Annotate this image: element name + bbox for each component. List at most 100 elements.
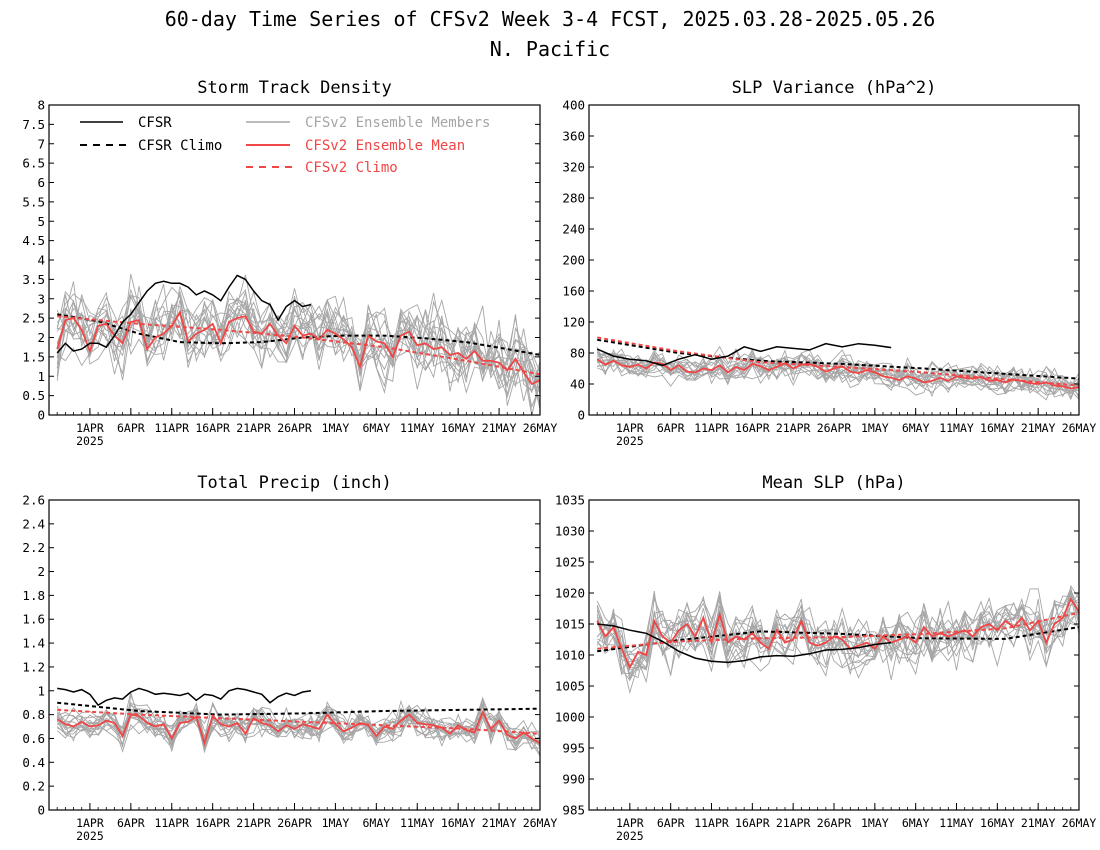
- storm-track-density-y-tick-label: 2.5: [22, 311, 45, 326]
- storm-track-density-x-tick-label: 11MAY: [400, 421, 435, 435]
- mean-slp-ensemble-member-line: [596, 584, 1079, 671]
- storm-track-density-plot-area: [56, 273, 540, 415]
- storm-track-density-y-tick-label: 1.5: [22, 349, 45, 364]
- total-precip-y-tick-label: 0.6: [22, 731, 45, 746]
- storm-track-density-cfsr-climo-line: [57, 313, 540, 356]
- storm-track-density-cfsr-line: [56, 274, 312, 354]
- total-precip-x-tick-label: 26MAY: [523, 816, 558, 830]
- mean-slp-cfsr-line: [597, 623, 892, 664]
- storm-track-density-ensemble-member-line: [56, 296, 540, 415]
- storm-track-density-y-tick-label: 5: [37, 214, 45, 229]
- slp-variance-x-tick-label: 21MAY: [1021, 421, 1056, 435]
- storm-track-density-y-tick-label: 6.5: [22, 156, 45, 171]
- storm-track-density-y-tick-label: 4: [37, 253, 45, 268]
- mean-slp-y-tick-label: 1030: [555, 524, 585, 539]
- total-precip-x-tick-label: 16APR: [195, 816, 230, 830]
- mean-slp-x-tick-label: 1APR: [616, 816, 644, 830]
- total-precip-x-tick-label: 21MAY: [482, 816, 517, 830]
- mean-slp-x-tick-label: 11MAY: [939, 816, 974, 830]
- storm-track-density-x-tick-label: 11APR: [154, 421, 189, 435]
- storm-track-density-x-tick-label: 16MAY: [441, 421, 476, 435]
- total-precip-x-tick-label: 11MAY: [400, 816, 435, 830]
- mean-slp-x-tick-label: 16MAY: [980, 816, 1015, 830]
- mean-slp-x-year-label: 2025: [616, 829, 644, 843]
- total-precip-x-tick-label: 1APR: [76, 816, 104, 830]
- slp-variance-y-tick-label: 240: [562, 222, 585, 237]
- slp-variance-ensemble-member-line: [597, 353, 1079, 390]
- slp-variance-x-year-label: 2025: [616, 434, 644, 448]
- total-precip-x-tick-label: 16MAY: [441, 816, 476, 830]
- total-precip-panel: Total Precip (inch) 0 0.2 0.4 0.6 0.8 1 1.2 1.4 1…: [22, 473, 557, 843]
- mean-slp-ensemble-member-line: [596, 598, 1079, 684]
- storm-track-density-ensemble-member-line: [57, 286, 540, 395]
- slp-variance-x-tick-label: 6MAY: [902, 421, 930, 435]
- mean-slp-panel: Mean SLP (hPa) 985 990 995 1000 1005 1010 1015 1…: [555, 473, 1096, 843]
- slp-variance-x-tick-label: 1APR: [616, 421, 644, 435]
- total-precip-cfsr-line: [57, 687, 312, 707]
- mean-slp-x-tick-label: 16APR: [735, 816, 770, 830]
- slp-variance-panel: SLP Variance (hPa^2) 0 40 80 120 160 200 240 280…: [562, 78, 1096, 448]
- mean-slp-y-tick-label: 1000: [555, 710, 585, 725]
- storm-track-density-y-tick-label: 6: [37, 175, 45, 190]
- storm-track-density-y-tick-label: 7.5: [22, 117, 45, 132]
- figure-region: N. Pacific: [490, 37, 610, 61]
- storm-track-density-cfsv2-climo-line: [57, 315, 540, 376]
- mean-slp-ensemble-member-line: [596, 598, 1079, 680]
- mean-slp-y-tick-label: 1020: [555, 586, 585, 601]
- storm-track-density-y-tick-label: 1: [37, 369, 45, 384]
- mean-slp-plot-area: [596, 584, 1079, 695]
- total-precip-title: Total Precip (inch): [197, 473, 391, 493]
- total-precip-y-tick-label: 0: [37, 803, 45, 818]
- mean-slp-x-tick-label: 1MAY: [861, 816, 889, 830]
- total-precip-y-tick-label: 1.4: [22, 636, 45, 651]
- storm-track-density-y-tick-label: 3: [37, 291, 45, 306]
- mean-slp-y-tick-label: 1005: [555, 679, 585, 694]
- total-precip-x-year-label: 2025: [76, 829, 104, 843]
- storm-track-density-ensemble-member-line: [56, 294, 540, 405]
- slp-variance-x-tick-label: 16APR: [735, 421, 770, 435]
- mean-slp-x-tick-label: 26APR: [817, 816, 852, 830]
- storm-track-density-x-tick-label: 21APR: [236, 421, 271, 435]
- total-precip-x-tick-label: 6MAY: [362, 816, 390, 830]
- slp-variance-cfsr-line: [596, 342, 892, 367]
- total-precip-y-tick-label: 2.4: [22, 516, 45, 531]
- mean-slp-x-tick-label: 6APR: [657, 816, 685, 830]
- legend-members-label: CFSv2 Ensemble Members: [305, 115, 490, 131]
- storm-track-density-y-tick-label: 3.5: [22, 272, 45, 287]
- slp-variance-y-tick-label: 0: [577, 408, 585, 423]
- total-precip-ens-mean-line: [56, 709, 540, 747]
- total-precip-x-tick-label: 21APR: [236, 816, 271, 830]
- legend: CFSR CFSR Climo CFSv2 Ensemble Members C…: [80, 115, 490, 176]
- mean-slp-y-tick-label: 990: [562, 772, 585, 787]
- slp-variance-ensemble-member-line: [597, 353, 1079, 399]
- storm-track-density-y-tick-label: 5.5: [22, 194, 45, 209]
- total-precip-y-tick-label: 0.2: [22, 779, 45, 794]
- total-precip-x-tick-label: 11APR: [154, 816, 189, 830]
- slp-variance-x-tick-label: 11APR: [694, 421, 729, 435]
- total-precip-cfsv2-climo-line: [57, 708, 540, 735]
- storm-track-density-panel: Storm Track Density 0 0.5 1 1.5 2 2.5 3 3.5 4 4.5 5…: [22, 78, 557, 448]
- storm-track-density-x-year-label: 2025: [76, 434, 104, 448]
- slp-variance-x-tick-label: 6APR: [657, 421, 685, 435]
- slp-variance-x-tick-label: 26MAY: [1062, 421, 1097, 435]
- storm-track-density-y-tick-label: 8: [37, 98, 45, 113]
- slp-variance-x-tick-label: 11MAY: [939, 421, 974, 435]
- mean-slp-ensemble-member-line: [596, 599, 1079, 677]
- total-precip-y-tick-label: 1.8: [22, 588, 45, 603]
- storm-track-density-y-tick-label: 7: [37, 136, 45, 151]
- slp-variance-y-tick-label: 400: [562, 98, 585, 113]
- mean-slp-ens-mean-line: [596, 597, 1079, 670]
- total-precip-y-tick-label: 0.8: [22, 707, 45, 722]
- slp-variance-y-tick-label: 40: [570, 377, 585, 392]
- total-precip-frame: [48, 499, 541, 811]
- total-precip-y-tick-label: 1.6: [22, 612, 45, 627]
- slp-variance-y-tick-label: 320: [562, 160, 585, 175]
- total-precip-y-tick-label: 0.4: [22, 755, 45, 770]
- mean-slp-y-tick-label: 1025: [555, 555, 585, 570]
- slp-variance-title: SLP Variance (hPa^2): [732, 78, 937, 98]
- storm-track-density-y-tick-label: 2: [37, 330, 45, 345]
- slp-variance-x-tick-label: 26APR: [817, 421, 852, 435]
- storm-track-density-x-tick-label: 26APR: [277, 421, 312, 435]
- slp-variance-x-tick-label: 1MAY: [861, 421, 889, 435]
